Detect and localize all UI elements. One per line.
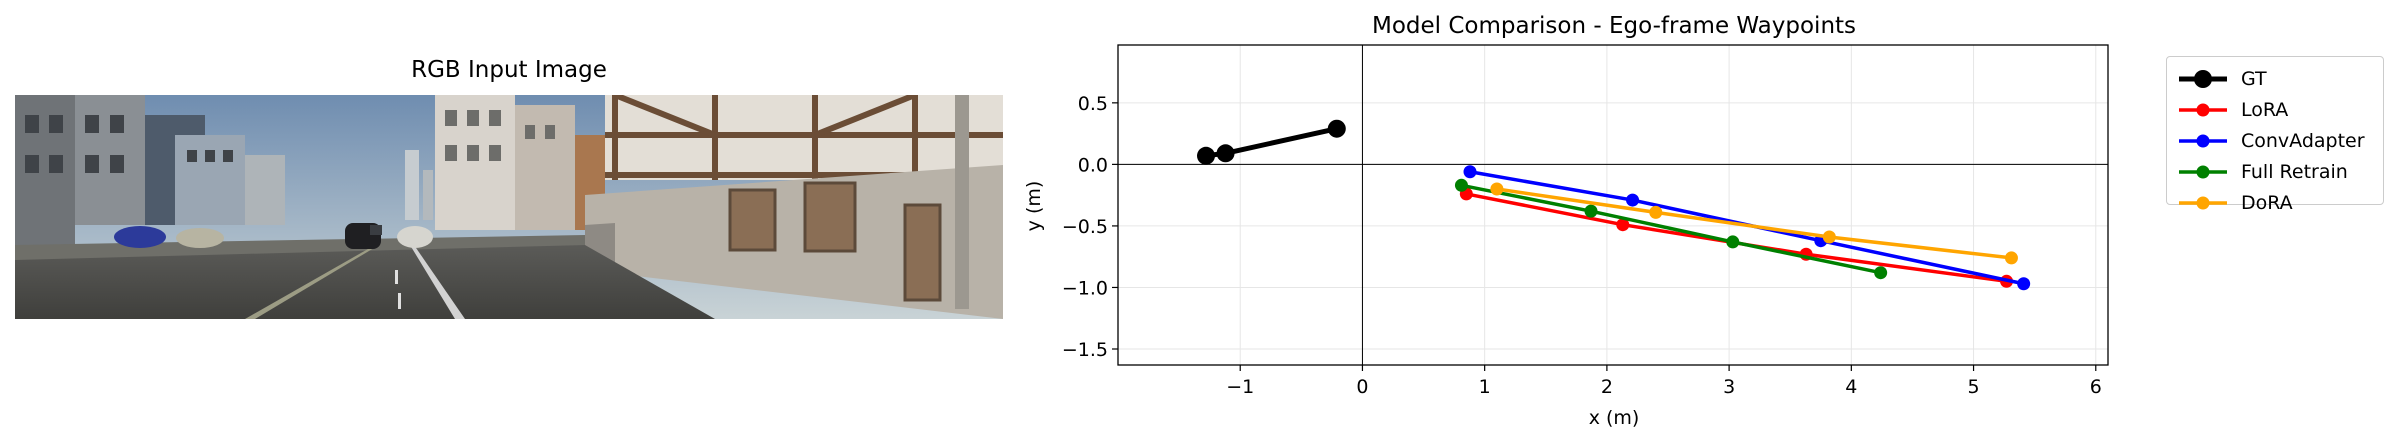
x-tick-label: −1: [1226, 376, 1254, 398]
x-tick-label: 4: [1845, 376, 1857, 398]
data-point-full-retrain: [1584, 204, 1598, 218]
data-point-full-retrain: [1726, 235, 1740, 249]
data-point-dora: [2004, 251, 2018, 265]
axes: −1 0 1 2 3 4 5 6 0.5 0.0 −0.5 −1.0 −1.5: [1062, 44, 2109, 398]
legend-swatch-marker: [2196, 165, 2210, 178]
series-line-dora: [1496, 187, 2012, 260]
chart-title: Model Comparison - Ego-frame Waypoints: [1372, 13, 1856, 39]
series-line-convadapter: [1469, 170, 2025, 286]
data-point-convadapter: [1626, 193, 1640, 207]
data-point-dora: [1490, 182, 1504, 196]
legend-label: DoRA: [2241, 191, 2293, 214]
legend-swatch-marker: [2196, 196, 2210, 209]
rgb-input-image: [15, 95, 1003, 319]
x-tick-label: 5: [1968, 376, 1980, 398]
legend-swatch: [2179, 134, 2227, 147]
data-point-full-retrain: [1874, 266, 1888, 280]
y-tick-label: 0.0: [1078, 154, 1108, 176]
y-tick-label: −0.5: [1062, 216, 1108, 238]
data-point-gt: [1216, 144, 1235, 163]
legend-swatch-marker: [2194, 69, 2212, 88]
plot-frame: [1117, 44, 2109, 366]
data-point-dora: [1649, 205, 1663, 219]
legend-swatch: [2179, 165, 2227, 178]
data-point-gt: [1197, 146, 1215, 165]
legend-item-dora: DoRA: [2177, 187, 2373, 218]
y-axis-label: y (m): [1023, 181, 1045, 232]
x-tick-label: 0: [1356, 376, 1368, 398]
y-tick-label: −1.0: [1062, 277, 1108, 299]
y-tick-label: −1.5: [1062, 339, 1108, 361]
legend-swatch: [2179, 196, 2227, 209]
x-tick-label: 2: [1601, 376, 1613, 398]
x-axis-label: x (m): [1589, 407, 1640, 429]
series-layer: [1197, 119, 2031, 291]
legend-item-convadapter: ConvAdapter: [2177, 125, 2373, 156]
legend-swatch: [2179, 103, 2227, 116]
image-title: RGB Input Image: [411, 57, 607, 83]
data-point-gt: [1327, 119, 1346, 138]
legend-swatch-marker: [2196, 103, 2210, 116]
legend-swatch: [2179, 69, 2227, 88]
x-tick-label: 6: [2090, 376, 2102, 398]
x-tick-label: 1: [1479, 376, 1491, 398]
legend-label: GT: [2241, 67, 2267, 90]
data-point-full-retrain: [1454, 178, 1468, 192]
legend-label: Full Retrain: [2241, 160, 2348, 183]
legend-item-lora: LoRA: [2177, 94, 2373, 125]
series-gt: [1197, 119, 1346, 165]
legend-item-gt: GT: [2177, 63, 2373, 94]
x-tick-label: 3: [1723, 376, 1735, 398]
street-scene-picture: [15, 95, 1003, 319]
data-point-dora: [1822, 230, 1836, 244]
legend: GT LoRA ConvAdapter Full Retrain DoRA: [2166, 56, 2384, 214]
data-point-convadapter: [2017, 277, 2031, 291]
y-tick-label: 0.5: [1078, 93, 1108, 115]
legend-swatch-marker: [2196, 134, 2210, 147]
data-point-lora: [1616, 218, 1630, 232]
legend-item-full-retrain: Full Retrain: [2177, 156, 2373, 187]
series-full-retrain: [1454, 178, 1888, 280]
series-convadapter: [1463, 165, 2031, 291]
series-line-full-retrain: [1461, 183, 1882, 275]
data-point-convadapter: [1463, 165, 1477, 179]
series-dora: [1490, 182, 2018, 265]
legend-label: ConvAdapter: [2241, 129, 2365, 152]
legend-label: LoRA: [2241, 98, 2289, 121]
